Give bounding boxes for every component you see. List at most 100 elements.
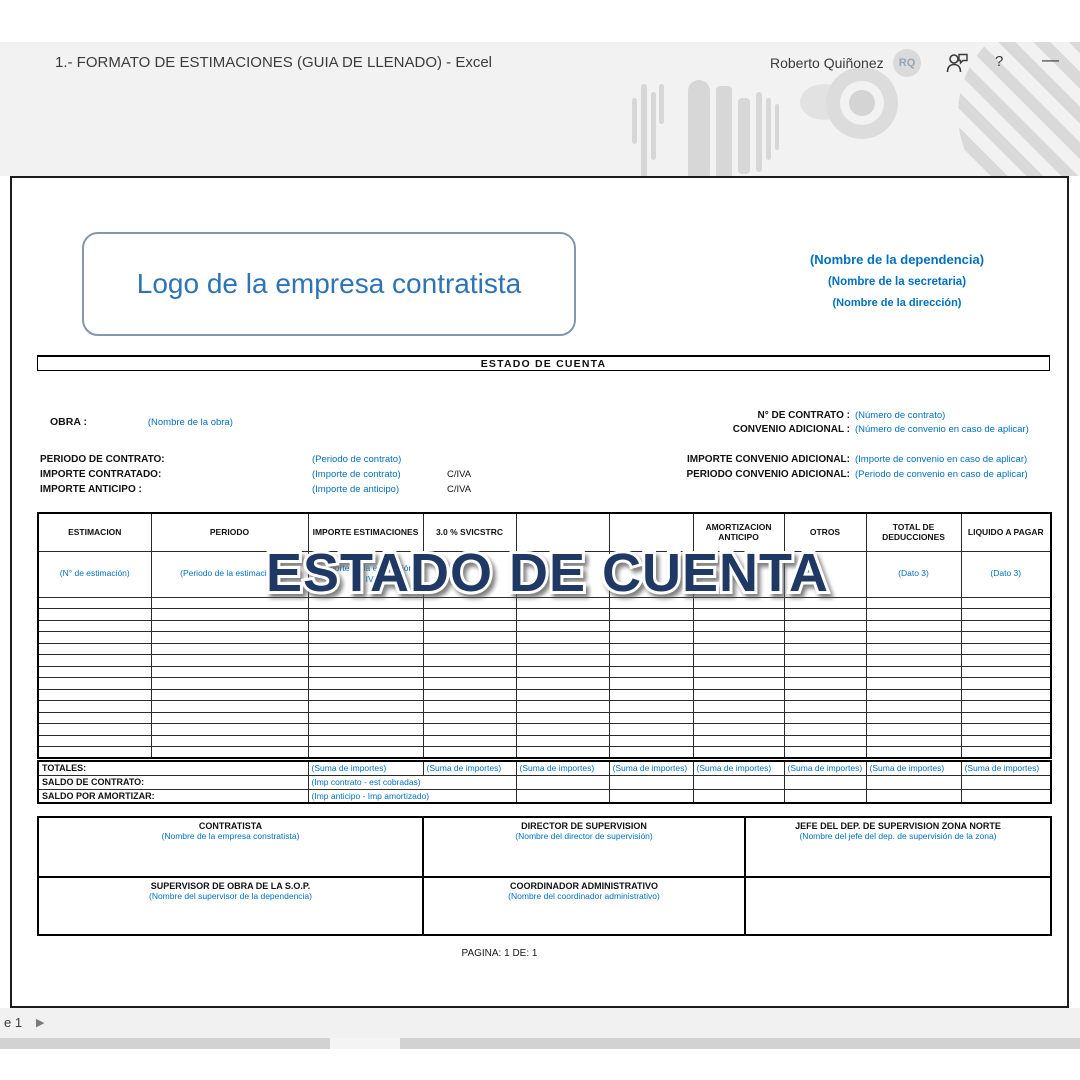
empty-cell	[515, 700, 610, 713]
empty-cell	[608, 711, 694, 724]
empty-cell	[422, 654, 517, 667]
empty-cell	[150, 619, 309, 632]
empty-cell	[37, 642, 152, 655]
signatures-table: CONTRATISTA (Nombre de la empresa constra…	[37, 816, 1052, 936]
data-placeholder-cell	[608, 550, 694, 598]
excel-titlebar: 1.- FORMATO DE ESTIMACIONES (GUIA DE LLE…	[0, 42, 1080, 176]
totales-sum-cell: (Suma de importes)	[960, 760, 1052, 776]
empty-cell	[307, 665, 424, 678]
obra-value: (Nombre de la obra)	[147, 417, 233, 428]
importe-anticipo-value: (Importe de anticipo)	[312, 484, 400, 495]
empty-cell	[783, 619, 867, 632]
empty-cell	[865, 642, 962, 655]
empty-cell	[150, 654, 309, 667]
direccion-name: (Nombre de la dirección)	[832, 297, 962, 309]
empty-cell	[865, 596, 962, 609]
column-header-cell: 3.0 % SVICSTRC	[422, 512, 517, 552]
empty-cell	[608, 746, 694, 759]
importe-anticipo-row: IMPORTE ANTICIPO : (Importe de anticipo)…	[40, 484, 560, 495]
empty-cell	[783, 654, 867, 667]
empty-cell	[150, 711, 309, 724]
empty-cell	[783, 688, 867, 701]
empty-cell	[608, 723, 694, 736]
empty-cell	[608, 642, 694, 655]
empty-cell	[608, 631, 694, 644]
empty-cell	[783, 788, 867, 804]
empty-cell	[150, 746, 309, 759]
empty-cell	[37, 688, 152, 701]
share-contact-icon[interactable]	[944, 50, 970, 76]
signature-cell	[744, 876, 1052, 936]
empty-cell	[307, 608, 424, 621]
empty-cell	[515, 608, 610, 621]
empty-cell	[960, 711, 1052, 724]
empty-cell	[960, 688, 1052, 701]
empty-cell	[865, 608, 962, 621]
help-icon[interactable]: ?	[995, 53, 1004, 70]
empty-cell	[307, 631, 424, 644]
empty-cell	[37, 723, 152, 736]
saldo-contrato-label-cell: SALDO DE CONTRATO:	[37, 774, 309, 790]
signature-title: SUPERVISOR DE OBRA DE LA S.O.P.	[150, 881, 311, 891]
empty-cell	[692, 723, 785, 736]
empty-cell	[783, 677, 867, 690]
periodo-contrato-value: (Periodo de contrato)	[312, 454, 402, 465]
signature-title: CONTRATISTA	[198, 821, 263, 831]
empty-cell	[865, 734, 962, 747]
horizontal-scrollbar-thumb[interactable]	[330, 1038, 400, 1049]
totales-sum-cell: (Suma de importes)	[865, 760, 962, 776]
empty-cell	[608, 677, 694, 690]
signature-name-placeholder: (Nombre del supervisor de la dependencia…	[148, 891, 312, 901]
anticipo-iva-note: C/IVA	[447, 484, 472, 495]
totales-sum-cell: (Suma de importes)	[692, 760, 785, 776]
contract-number-value: (Número de contrato)	[855, 410, 946, 421]
horizontal-scrollbar[interactable]	[0, 1038, 1080, 1049]
donut-graphic	[826, 67, 898, 139]
empty-cell	[865, 746, 962, 759]
empty-cell	[37, 711, 152, 724]
empty-cell	[865, 631, 962, 644]
empty-cell	[150, 677, 309, 690]
empty-cell	[608, 700, 694, 713]
empty-cell	[608, 619, 694, 632]
empty-cell	[515, 631, 610, 644]
empty-cell	[960, 788, 1052, 804]
obra-label: OBRA :	[50, 416, 87, 428]
column-header-cell: LIQUIDO A PAGAR	[960, 512, 1052, 552]
empty-cell	[865, 677, 962, 690]
sheet-tab-bar: e 1 ▶	[0, 1008, 1080, 1038]
empty-cell	[783, 746, 867, 759]
empty-cell	[515, 665, 610, 678]
account-user-name[interactable]: Roberto Quiñonez	[770, 55, 884, 71]
sheet-nav-next-icon[interactable]: ▶	[36, 1017, 45, 1029]
minimize-icon[interactable]: —	[1042, 50, 1059, 69]
empty-cell	[865, 665, 962, 678]
empty-cell	[515, 654, 610, 667]
empty-cell	[608, 688, 694, 701]
sheet-tab[interactable]: e 1	[4, 1015, 23, 1030]
importe-contratado-row: IMPORTE CONTRATADO: (Importe de contrato…	[40, 469, 560, 480]
obra-row: OBRA : (Nombre de la obra)	[50, 416, 233, 428]
totales-sum-cell: (Suma de importes)	[307, 760, 424, 776]
empty-cell	[307, 677, 424, 690]
empty-cell	[422, 665, 517, 678]
empty-cell	[692, 746, 785, 759]
periodo-convenio-value: (Periodo de convenio en caso de aplicar)	[855, 469, 1028, 480]
empty-cell	[865, 700, 962, 713]
empty-cell	[960, 596, 1052, 609]
empty-cell	[692, 619, 785, 632]
empty-cell	[960, 746, 1052, 759]
empty-cell	[515, 642, 610, 655]
empty-cell	[150, 700, 309, 713]
empty-cell	[608, 774, 694, 790]
convenio-label: CONVENIO ADICIONAL :	[732, 424, 850, 435]
empty-cell	[692, 688, 785, 701]
empty-cell	[422, 700, 517, 713]
empty-cell	[37, 665, 152, 678]
column-header-cell: IMPORTE ESTIMACIONES	[307, 512, 424, 552]
empty-cell	[865, 654, 962, 667]
empty-cell	[37, 631, 152, 644]
user-avatar[interactable]: RQ	[893, 49, 921, 77]
column-header-cell: AMORTIZACION ANTICIPO	[692, 512, 785, 552]
empty-cell	[515, 788, 610, 804]
